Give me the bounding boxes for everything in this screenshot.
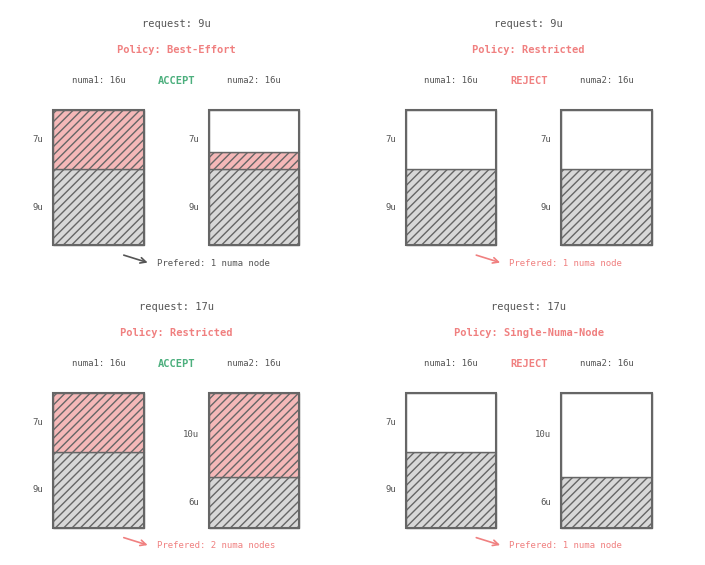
Bar: [405, 169, 496, 245]
Bar: [405, 393, 496, 451]
Text: Policy: Restricted: Policy: Restricted: [120, 328, 233, 338]
Bar: [209, 477, 300, 528]
Text: Policy: Best-Effort: Policy: Best-Effort: [117, 45, 235, 55]
Text: numa2: 16u: numa2: 16u: [227, 76, 281, 85]
Text: Policy: Single-Numa-Node: Policy: Single-Numa-Node: [454, 328, 603, 338]
Text: 9u: 9u: [32, 203, 43, 212]
Text: Prefered: 1 numa node: Prefered: 1 numa node: [509, 541, 623, 550]
Bar: [209, 110, 300, 245]
Text: request: 17u: request: 17u: [491, 302, 566, 311]
Text: 7u: 7u: [32, 135, 43, 144]
Bar: [53, 393, 144, 451]
Text: 9u: 9u: [188, 203, 199, 212]
Text: 9u: 9u: [541, 203, 551, 212]
Bar: [209, 393, 300, 477]
Text: request: 9u: request: 9u: [494, 19, 563, 29]
Bar: [405, 451, 496, 528]
Bar: [53, 451, 144, 528]
Bar: [209, 110, 300, 153]
Bar: [405, 393, 496, 528]
Bar: [561, 477, 652, 528]
Text: numa1: 16u: numa1: 16u: [71, 359, 125, 368]
Bar: [405, 110, 496, 245]
Text: numa2: 16u: numa2: 16u: [580, 359, 634, 368]
Text: 7u: 7u: [32, 418, 43, 427]
Text: REJECT: REJECT: [510, 359, 548, 369]
Text: Prefered: 2 numa nodes: Prefered: 2 numa nodes: [157, 541, 275, 550]
Bar: [209, 153, 300, 169]
Bar: [561, 110, 652, 245]
Bar: [53, 393, 144, 528]
Bar: [561, 110, 652, 169]
Text: Prefered: 1 numa node: Prefered: 1 numa node: [509, 259, 623, 268]
Text: ACCEPT: ACCEPT: [157, 359, 195, 369]
Text: 10u: 10u: [535, 431, 551, 440]
Text: 9u: 9u: [385, 203, 396, 212]
Bar: [53, 110, 144, 169]
Bar: [561, 393, 652, 477]
Text: 6u: 6u: [188, 498, 199, 507]
Text: request: 9u: request: 9u: [142, 19, 211, 29]
Bar: [209, 169, 300, 245]
Text: 7u: 7u: [541, 135, 551, 144]
Text: 6u: 6u: [541, 498, 551, 507]
Text: Prefered: 1 numa node: Prefered: 1 numa node: [157, 259, 270, 268]
Text: request: 17u: request: 17u: [139, 302, 214, 311]
Bar: [561, 393, 652, 528]
Text: 9u: 9u: [32, 485, 43, 494]
Bar: [561, 169, 652, 245]
Text: 7u: 7u: [385, 135, 396, 144]
Bar: [209, 393, 300, 528]
Text: numa1: 16u: numa1: 16u: [424, 359, 478, 368]
Text: numa2: 16u: numa2: 16u: [580, 76, 634, 85]
Bar: [405, 110, 496, 169]
Text: 9u: 9u: [385, 485, 396, 494]
Text: 10u: 10u: [183, 431, 199, 440]
Text: Policy: Restricted: Policy: Restricted: [472, 45, 585, 55]
Text: REJECT: REJECT: [510, 76, 548, 86]
Text: numa1: 16u: numa1: 16u: [71, 76, 125, 85]
Text: 7u: 7u: [188, 135, 199, 144]
Bar: [53, 169, 144, 245]
Text: numa1: 16u: numa1: 16u: [424, 76, 478, 85]
Text: 7u: 7u: [385, 418, 396, 427]
Text: numa2: 16u: numa2: 16u: [227, 359, 281, 368]
Bar: [53, 110, 144, 245]
Text: ACCEPT: ACCEPT: [157, 76, 195, 86]
